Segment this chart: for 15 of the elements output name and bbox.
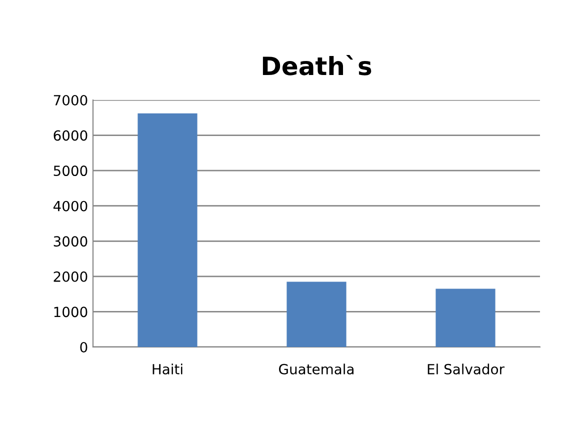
x-tick-label: El Salvador <box>428 364 504 374</box>
y-tick-label: 6000 <box>54 130 88 141</box>
bar <box>138 113 198 347</box>
y-tick-label: 0 <box>80 342 88 352</box>
y-tick-label: 4000 <box>53 200 88 212</box>
chart-title: Death`s <box>262 55 372 76</box>
y-tick-label: 1000 <box>54 306 88 318</box>
x-tick-label: Haiti <box>152 364 182 374</box>
x-tick-label: Guatemala <box>279 364 354 374</box>
bar <box>436 288 496 347</box>
y-tick-label: 5000 <box>54 166 88 176</box>
bar <box>286 282 346 347</box>
y-tick-label: 3000 <box>54 236 88 247</box>
y-tick-label: 2000 <box>54 271 88 282</box>
y-tick-label: 7000 <box>54 94 88 106</box>
